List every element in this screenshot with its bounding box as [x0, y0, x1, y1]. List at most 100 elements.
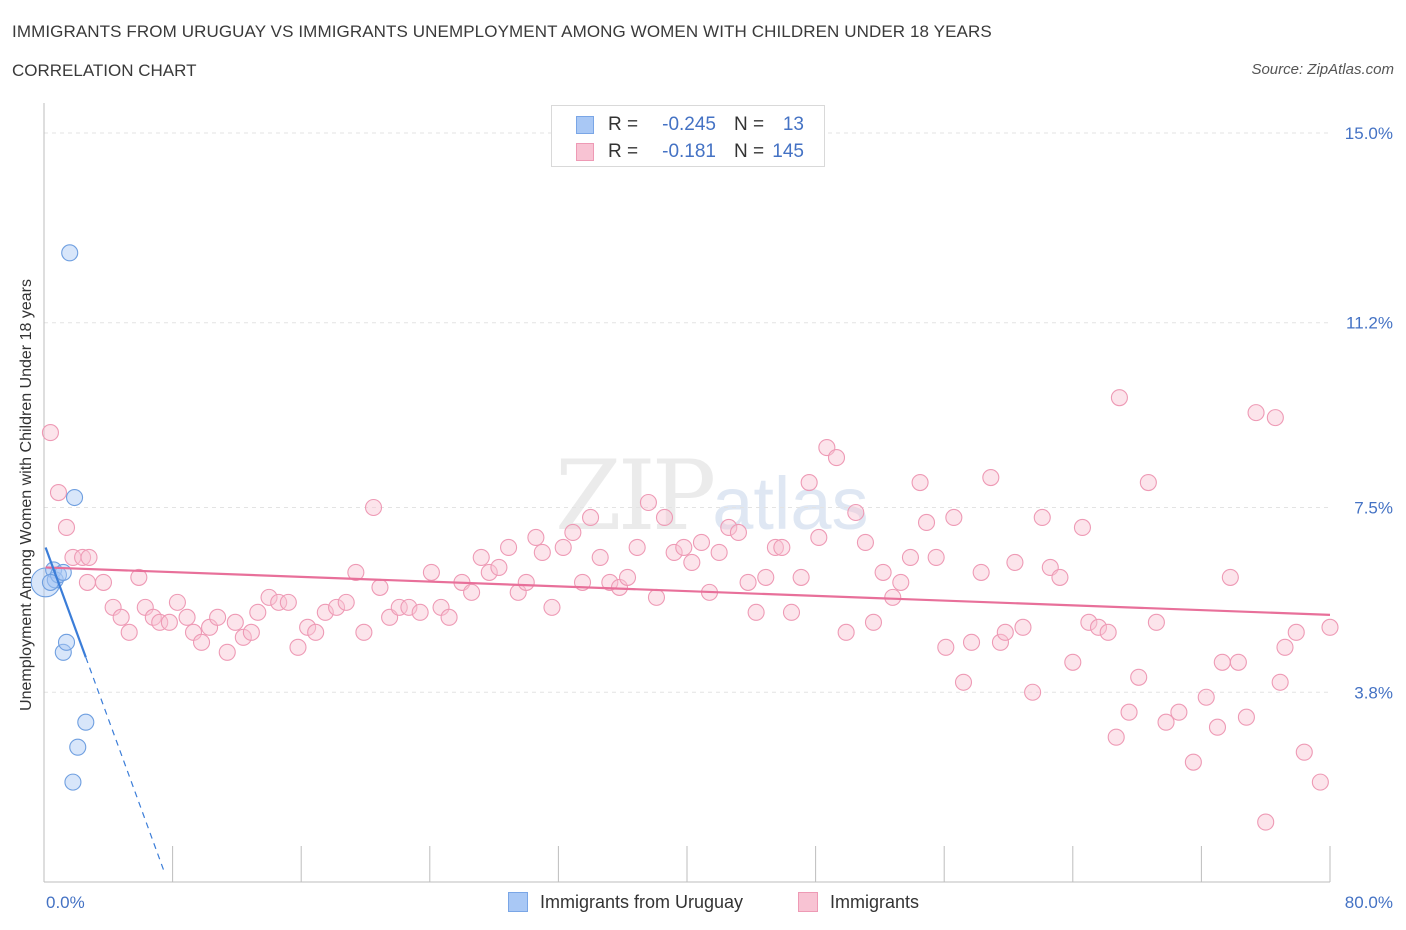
data-point-immigrants [792, 568, 810, 586]
bottom-legend-swatch-immigrants [798, 892, 818, 912]
data-point-immigrants [628, 538, 646, 556]
data-point-immigrants [601, 573, 619, 591]
data-point-immigrants [270, 593, 288, 611]
data-point-immigrants [618, 568, 637, 586]
data-point-immigrants [1064, 653, 1082, 671]
legend-row-immigrants: R = -0.181 N = 145 [576, 140, 804, 164]
legend-row-uruguay: R = -0.245 N = 13 [576, 113, 804, 137]
data-point-immigrants [996, 623, 1014, 641]
data-point-immigrants [543, 598, 561, 616]
data-point-immigrants [249, 603, 267, 621]
data-point-immigrants [766, 538, 784, 556]
data-point-immigrants [130, 568, 148, 586]
data-point-immigrants [94, 573, 113, 591]
data-point-uruguay [57, 633, 76, 651]
data-point-immigrants [837, 623, 855, 641]
data-point-immigrants [639, 493, 657, 512]
data-point-immigrants [954, 673, 973, 691]
data-point-immigrants [371, 578, 389, 596]
data-point-uruguay [69, 738, 87, 756]
data-point-immigrants [1170, 703, 1188, 721]
data-point-immigrants [517, 573, 535, 591]
data-point-immigrants [1311, 773, 1329, 791]
data-point-immigrants [355, 623, 373, 641]
data-point-immigrants [80, 548, 98, 566]
data-point-immigrants [692, 533, 711, 552]
chart-subtitle: CORRELATION CHART [12, 61, 197, 80]
data-point-immigrants [937, 638, 955, 656]
data-point-immigrants [739, 573, 757, 591]
data-point-immigrants [472, 548, 490, 566]
data-point-immigrants [1184, 753, 1202, 771]
data-point-immigrants [1213, 653, 1231, 671]
data-point-immigrants [1276, 638, 1294, 656]
data-point-immigrants [892, 573, 910, 591]
data-point-immigrants [316, 603, 334, 621]
data-point-immigrants [328, 598, 346, 616]
data-point-immigrants [917, 513, 936, 532]
data-point-immigrants [533, 543, 551, 561]
data-point-immigrants [591, 548, 609, 566]
data-point-immigrants [120, 623, 138, 641]
y-tick-label: 7.5% [1354, 499, 1393, 518]
data-point-immigrants [911, 473, 929, 492]
data-point-immigrants [901, 548, 919, 566]
bottom-legend-label-uruguay: Immigrants from Uruguay [540, 891, 744, 912]
data-point-immigrants [112, 608, 130, 626]
data-point-immigrants [74, 548, 92, 566]
data-point-immigrants [307, 623, 325, 641]
data-point-immigrants [527, 528, 545, 547]
data-point-immigrants [1014, 618, 1032, 636]
bottom-legend-immigrants[interactable]: Immigrants [798, 888, 919, 916]
data-point-immigrants [972, 563, 990, 581]
data-point-immigrants [260, 588, 278, 606]
x-tick-label-min: 0.0% [46, 893, 85, 912]
data-point-immigrants [390, 598, 408, 616]
y-tick-label: 11.2% [1346, 314, 1393, 333]
data-point-immigrants [747, 603, 765, 621]
legend-r-value: -0.245 [662, 114, 716, 135]
data-point-immigrants [810, 528, 828, 547]
data-point-immigrants [400, 598, 418, 616]
data-point-immigrants [982, 468, 1000, 487]
data-point-immigrants [991, 633, 1010, 651]
data-point-immigrants [500, 538, 518, 556]
data-point-immigrants [720, 518, 738, 537]
data-point-immigrants [463, 583, 481, 601]
data-point-immigrants [41, 424, 59, 442]
data-point-immigrants [564, 523, 582, 542]
data-point-immigrants [1237, 708, 1255, 726]
data-point-immigrants [178, 608, 196, 626]
legend-n-label: N = [734, 141, 765, 162]
data-point-immigrants [151, 613, 169, 631]
source-credit: Source: ZipAtlas.com [1251, 61, 1394, 78]
data-point-immigrants [1089, 618, 1108, 636]
chart-title: IMMIGRANTS FROM URUGUAY VS IMMIGRANTS UN… [12, 22, 992, 41]
data-point-uruguay [64, 773, 82, 791]
y-axis-label: Unemployment Among Women with Children U… [18, 279, 35, 711]
data-point-immigrants [884, 588, 902, 606]
y-tick-label: 3.8% [1354, 683, 1393, 702]
data-point-immigrants [962, 633, 981, 651]
data-point-immigrants [847, 503, 865, 522]
data-point-immigrants [440, 608, 458, 626]
data-point-immigrants [1033, 508, 1051, 527]
bottom-legend-uruguay[interactable]: Immigrants from Uruguay [508, 888, 743, 916]
data-point-immigrants [782, 603, 801, 621]
data-point-immigrants [168, 593, 186, 611]
bottom-legend-swatch-uruguay [508, 892, 528, 912]
data-point-immigrants [57, 518, 76, 537]
legend-n-value: 13 [782, 114, 804, 135]
data-point-immigrants [1197, 688, 1215, 706]
data-point-immigrants [1257, 813, 1275, 831]
data-point-uruguay [65, 488, 84, 507]
data-point-immigrants [581, 508, 600, 527]
data-point-immigrants [78, 573, 96, 591]
watermark: ZIPatlas [555, 440, 869, 552]
data-point-immigrants [647, 588, 666, 606]
data-point-uruguay [54, 643, 72, 661]
data-point-immigrants [1130, 668, 1148, 686]
data-point-immigrants [218, 643, 236, 661]
data-point-immigrants [827, 449, 846, 467]
